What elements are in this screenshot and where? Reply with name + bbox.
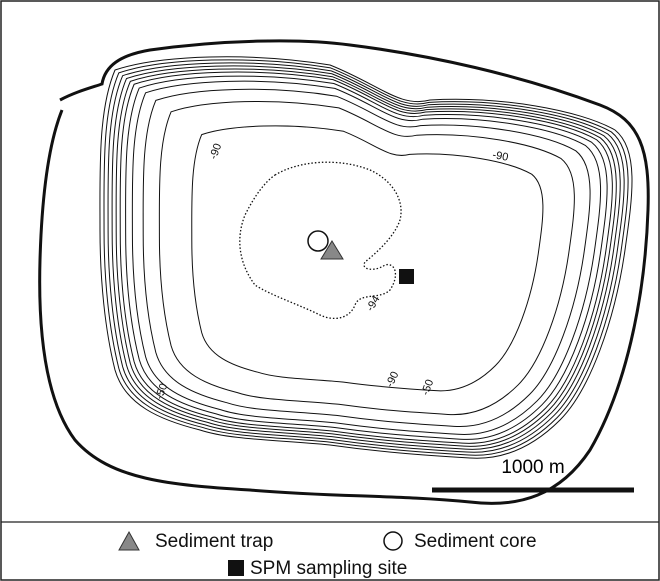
legend-label: Sediment trap bbox=[155, 531, 273, 552]
legend-symbol bbox=[118, 530, 140, 551]
sediment-core-site bbox=[307, 230, 329, 252]
spm-site bbox=[399, 269, 414, 284]
contour-label: -90 bbox=[491, 149, 509, 164]
shoreline bbox=[38, 39, 650, 505]
contour-label: -50 bbox=[420, 378, 437, 397]
contour-label: -90 bbox=[208, 142, 225, 161]
legend-label: SPM sampling site bbox=[250, 558, 407, 579]
deep-contour bbox=[239, 161, 402, 319]
legend-label: Sediment core bbox=[414, 531, 537, 552]
legend-symbol bbox=[383, 531, 403, 551]
sediment-trap-site bbox=[320, 240, 344, 260]
contour-label: -50 bbox=[154, 382, 171, 401]
legend-symbol bbox=[228, 560, 244, 576]
scale-bar-label: 1000 m bbox=[501, 457, 564, 478]
